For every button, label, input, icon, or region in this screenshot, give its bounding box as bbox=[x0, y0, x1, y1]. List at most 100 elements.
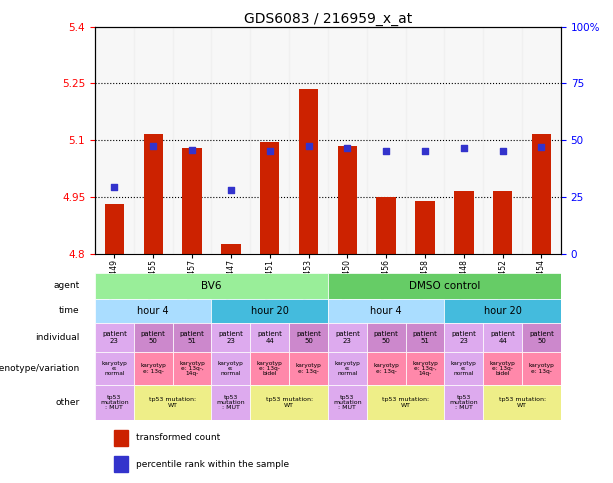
Text: tp53 mutation:
WT: tp53 mutation: WT bbox=[382, 397, 429, 408]
Bar bbox=[211, 323, 250, 352]
Text: patient
23: patient 23 bbox=[102, 331, 127, 344]
Bar bbox=[454, 191, 474, 254]
Text: patient
51: patient 51 bbox=[180, 331, 205, 344]
Bar bbox=[328, 27, 367, 254]
Text: karyotyp
e: 13q-: karyotyp e: 13q- bbox=[295, 363, 321, 374]
Text: tp53
mutation
: MUT: tp53 mutation : MUT bbox=[449, 395, 478, 411]
Text: tp53 mutation:
WT: tp53 mutation: WT bbox=[498, 397, 546, 408]
Bar bbox=[289, 323, 328, 352]
Bar bbox=[299, 89, 318, 254]
Text: DMSO control: DMSO control bbox=[409, 281, 480, 291]
Text: genotype/variation: genotype/variation bbox=[0, 364, 80, 373]
Point bbox=[536, 143, 546, 151]
Point bbox=[303, 142, 313, 150]
Bar bbox=[211, 352, 250, 384]
Bar bbox=[367, 323, 406, 352]
Bar bbox=[134, 352, 173, 384]
Point bbox=[498, 147, 508, 155]
Text: BV6: BV6 bbox=[201, 281, 222, 291]
Bar bbox=[250, 323, 289, 352]
Text: karyotyp
e: 13q-: karyotyp e: 13q- bbox=[373, 363, 399, 374]
Text: karyotyp
e: 13q-,
14q-: karyotyp e: 13q-, 14q- bbox=[412, 360, 438, 376]
Bar bbox=[250, 384, 328, 420]
Text: transformed count: transformed count bbox=[135, 433, 220, 442]
Bar bbox=[95, 273, 328, 299]
Bar bbox=[260, 142, 280, 254]
Bar bbox=[173, 27, 211, 254]
Bar bbox=[221, 244, 240, 254]
Bar bbox=[444, 299, 561, 323]
Text: karyotyp
e: 13q-: karyotyp e: 13q- bbox=[140, 363, 166, 374]
Bar bbox=[522, 27, 561, 254]
Bar bbox=[406, 323, 444, 352]
Bar bbox=[328, 323, 367, 352]
Bar bbox=[211, 299, 328, 323]
Bar bbox=[211, 27, 250, 254]
Text: patient
50: patient 50 bbox=[529, 331, 554, 344]
Text: karyotyp
e:
normal: karyotyp e: normal bbox=[102, 360, 128, 376]
Bar bbox=[444, 352, 483, 384]
Text: patient
23: patient 23 bbox=[451, 331, 476, 344]
Bar bbox=[95, 299, 211, 323]
Text: tp53 mutation:
WT: tp53 mutation: WT bbox=[265, 397, 313, 408]
Bar bbox=[444, 27, 483, 254]
Bar bbox=[406, 27, 444, 254]
Bar bbox=[406, 352, 444, 384]
Text: patient
50: patient 50 bbox=[141, 331, 166, 344]
Text: patient
44: patient 44 bbox=[490, 331, 515, 344]
Text: patient
23: patient 23 bbox=[335, 331, 360, 344]
Text: time: time bbox=[59, 307, 80, 315]
Text: karyotyp
e:
normal: karyotyp e: normal bbox=[218, 360, 244, 376]
Text: hour 20: hour 20 bbox=[251, 306, 289, 316]
Text: karyotyp
e: 13q-: karyotyp e: 13q- bbox=[528, 363, 554, 374]
Bar bbox=[367, 27, 406, 254]
Text: percentile rank within the sample: percentile rank within the sample bbox=[135, 460, 289, 469]
Bar bbox=[328, 352, 367, 384]
Text: tp53 mutation:
WT: tp53 mutation: WT bbox=[149, 397, 196, 408]
Text: patient
23: patient 23 bbox=[218, 331, 243, 344]
Bar bbox=[444, 384, 483, 420]
Text: patient
50: patient 50 bbox=[296, 331, 321, 344]
Bar bbox=[134, 323, 173, 352]
Bar bbox=[367, 352, 406, 384]
Bar bbox=[416, 200, 435, 254]
Point bbox=[187, 146, 197, 154]
Title: GDS6083 / 216959_x_at: GDS6083 / 216959_x_at bbox=[244, 12, 412, 26]
Bar bbox=[250, 27, 289, 254]
Bar bbox=[328, 384, 367, 420]
Bar bbox=[328, 273, 561, 299]
Text: hour 4: hour 4 bbox=[370, 306, 402, 316]
Text: tp53
mutation
: MUT: tp53 mutation : MUT bbox=[216, 395, 245, 411]
Text: karyotyp
e: 13q-,
14q-: karyotyp e: 13q-, 14q- bbox=[179, 360, 205, 376]
Bar bbox=[376, 197, 396, 254]
Bar bbox=[289, 27, 328, 254]
Point bbox=[110, 184, 120, 191]
Bar bbox=[105, 204, 124, 254]
Bar bbox=[483, 384, 561, 420]
Bar bbox=[522, 323, 561, 352]
Bar bbox=[338, 146, 357, 254]
Text: other: other bbox=[55, 398, 80, 407]
Text: karyotyp
e:
normal: karyotyp e: normal bbox=[335, 360, 360, 376]
Bar bbox=[483, 352, 522, 384]
Bar bbox=[134, 384, 211, 420]
Point bbox=[459, 144, 469, 152]
Text: patient
50: patient 50 bbox=[374, 331, 398, 344]
Bar bbox=[115, 456, 128, 472]
Point bbox=[381, 147, 391, 155]
Text: individual: individual bbox=[35, 333, 80, 342]
Bar bbox=[143, 134, 163, 254]
Text: patient
51: patient 51 bbox=[413, 331, 438, 344]
Point bbox=[148, 142, 158, 150]
Bar bbox=[173, 352, 211, 384]
Text: agent: agent bbox=[53, 282, 80, 290]
Text: tp53
mutation
: MUT: tp53 mutation : MUT bbox=[333, 395, 362, 411]
Bar bbox=[183, 148, 202, 254]
Bar bbox=[95, 384, 134, 420]
Bar bbox=[483, 323, 522, 352]
Text: hour 20: hour 20 bbox=[484, 306, 522, 316]
Text: karyotyp
e:
normal: karyotyp e: normal bbox=[451, 360, 477, 376]
Bar bbox=[483, 27, 522, 254]
Bar bbox=[211, 384, 250, 420]
Bar bbox=[493, 191, 512, 254]
